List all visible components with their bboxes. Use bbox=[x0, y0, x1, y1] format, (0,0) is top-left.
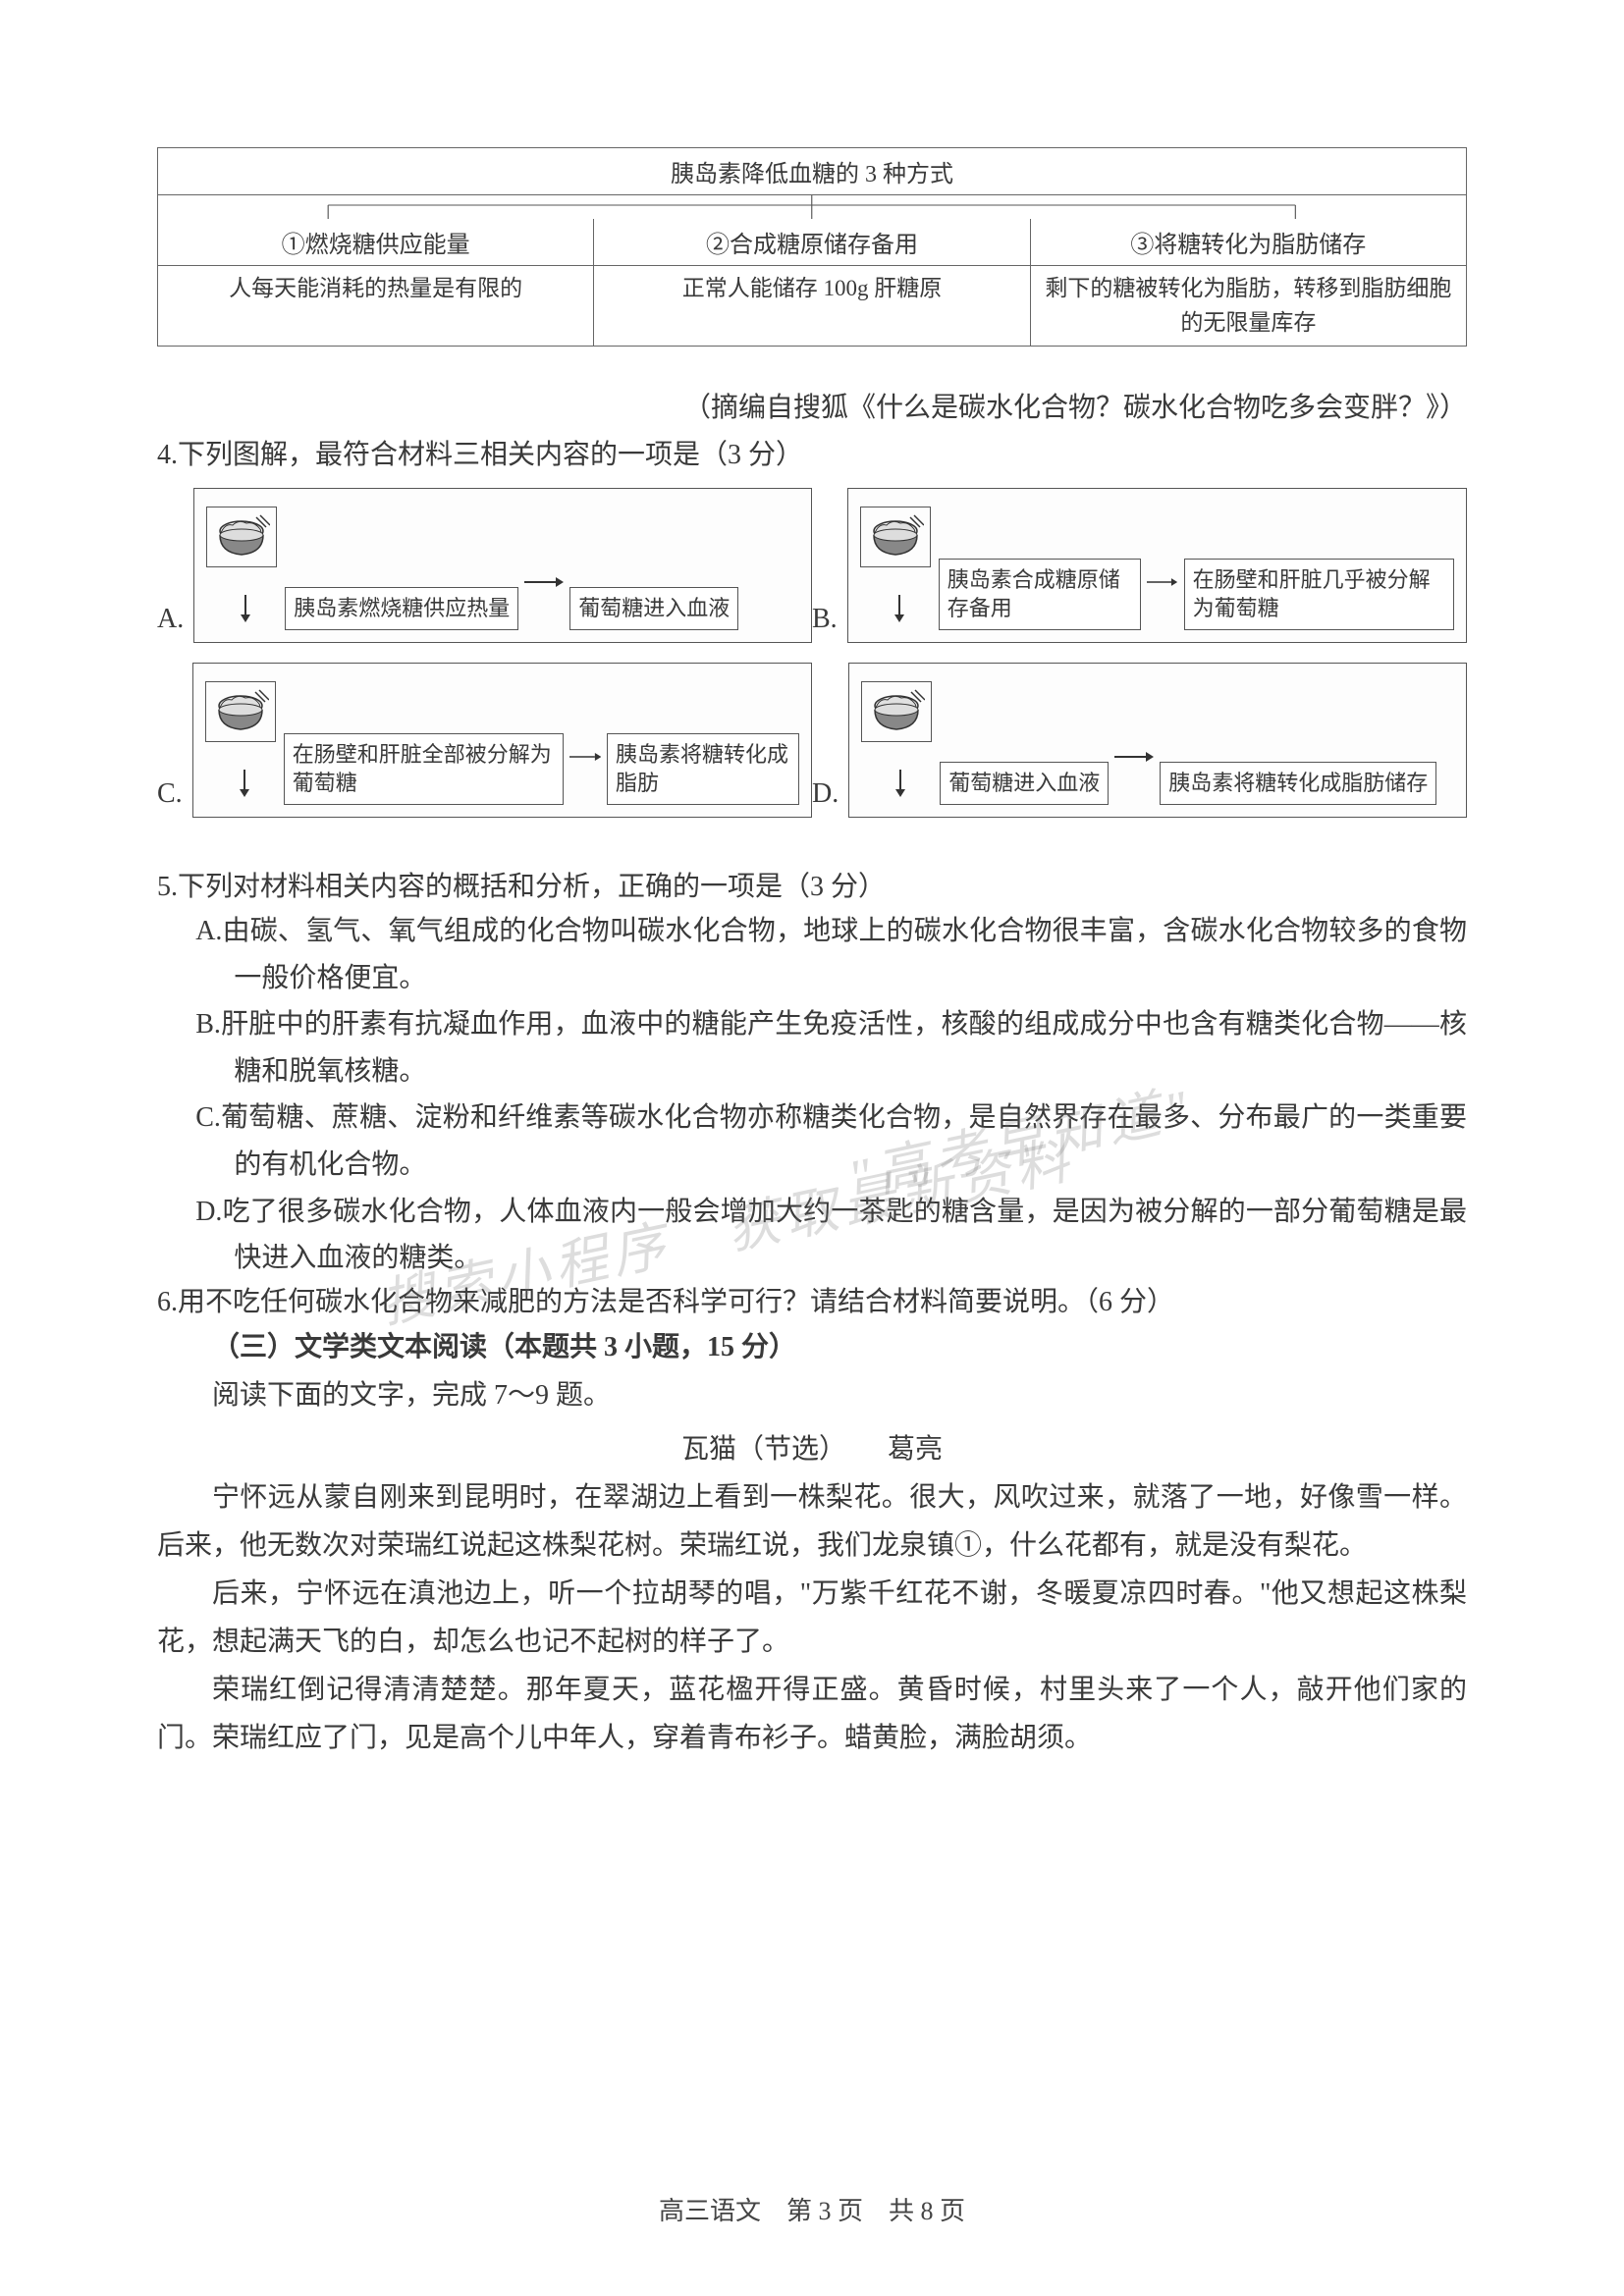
arrow-down-icon bbox=[880, 595, 919, 622]
option-D-step1: 葡萄糖进入血液 bbox=[940, 762, 1109, 805]
question-6-stem: 6.用不吃任何碳水化合物来减肥的方法是否科学可行？请结合材料简要说明。（6 分） bbox=[157, 1282, 1467, 1323]
option-B-step2: 在肠壁和肝脏几乎被分解为葡萄糖 bbox=[1184, 559, 1454, 630]
option-A: A. 胰岛素燃烧糖供应热量 葡萄糖进入血液 bbox=[157, 488, 812, 643]
option-A-step2: 葡萄糖进入血液 bbox=[569, 587, 738, 630]
passage-para-3: 荣瑞红倒记得清清楚楚。那年夏天，蓝花楹开得正盛。黄昏时候，村里头来了一个人，敲开… bbox=[157, 1666, 1467, 1762]
arrow-right-icon bbox=[1114, 748, 1154, 766]
question-5-option-D: D.吃了很多碳水化合物，人体血液内一般会增加大约一茶匙的糖含量，是因为被分解的一… bbox=[157, 1189, 1467, 1282]
option-D-letter: D. bbox=[812, 778, 839, 818]
question-5-stem: 5.下列对材料相关内容的概括和分析，正确的一项是（3 分） bbox=[157, 867, 1467, 908]
rice-bowl-icon bbox=[860, 507, 931, 567]
diagram-header-2: ②合成糖原储存备用 bbox=[594, 219, 1030, 265]
arrow-right-icon bbox=[1147, 573, 1177, 591]
arrow-down-icon bbox=[225, 770, 264, 797]
diagram-header-3: ③将糖转化为脂肪储存 bbox=[1031, 219, 1466, 265]
option-C-step2: 胰岛素将糖转化成脂肪 bbox=[607, 733, 799, 805]
option-B: B. 胰岛素合成糖原储存备用 在肠壁和肝脏几乎被分解为葡萄糖 bbox=[812, 488, 1467, 643]
arrow-right-icon bbox=[524, 573, 564, 591]
diagram-header-row: ①燃烧糖供应能量 ②合成糖原储存备用 ③将糖转化为脂肪储存 bbox=[158, 219, 1466, 266]
option-D: D. 葡萄糖进入血液 胰岛素将糖转化成脂肪储存 bbox=[812, 663, 1467, 818]
arrow-down-icon bbox=[881, 770, 920, 797]
arrow-right-icon bbox=[569, 748, 601, 766]
source-citation: （摘编自搜狐《什么是碳水化合物？碳水化合物吃多会变胖？》） bbox=[157, 386, 1467, 425]
page-footer: 高三语文 第 3 页 共 8 页 bbox=[0, 2191, 1624, 2227]
question-6-block: 6.用不吃任何碳水化合物来减肥的方法是否科学可行？请结合材料简要说明。（6 分） bbox=[157, 1282, 1467, 1323]
passage-title: 瓦猫（节选） 葛亮 bbox=[157, 1425, 1467, 1473]
diagram-body-1: 人每天能消耗的热量是有限的 bbox=[158, 266, 594, 346]
reading-section: （三）文学类文本阅读（本题共 3 小题，15 分） 阅读下面的文字，完成 7～9… bbox=[157, 1323, 1467, 1762]
option-A-flowchart: 胰岛素燃烧糖供应热量 葡萄糖进入血液 bbox=[193, 488, 812, 643]
option-D-step2: 胰岛素将糖转化成脂肪储存 bbox=[1160, 762, 1436, 805]
passage-para-1: 宁怀远从蒙自刚来到昆明时，在翠湖边上看到一株梨花。很大，风吹过来，就落了一地，好… bbox=[157, 1473, 1467, 1570]
diagram-body-2: 正常人能储存 100g 肝糖原 bbox=[594, 266, 1030, 346]
option-C-letter: C. bbox=[157, 778, 183, 818]
option-C: C. 在肠壁和肝脏全部被分解为葡萄糖 胰岛素将糖转化成脂肪 bbox=[157, 663, 812, 818]
passage-para-2: 后来，宁怀远在滇池边上，听一个拉胡琴的唱，"万紫千红花不谢，冬暖夏凉四时春。"他… bbox=[157, 1570, 1467, 1666]
option-C-flowchart: 在肠壁和肝脏全部被分解为葡萄糖 胰岛素将糖转化成脂肪 bbox=[192, 663, 812, 818]
reading-instruction: 阅读下面的文字，完成 7～9 题。 bbox=[157, 1371, 1467, 1419]
option-C-step1: 在肠壁和肝脏全部被分解为葡萄糖 bbox=[284, 733, 564, 805]
question-5-option-B: B.肝脏中的肝素有抗凝血作用，血液中的糖能产生免疫活性，核酸的组成成分中也含有糖… bbox=[157, 1001, 1467, 1095]
option-B-step1: 胰岛素合成糖原储存备用 bbox=[939, 559, 1142, 630]
rice-bowl-icon bbox=[206, 507, 277, 567]
arrow-down-icon bbox=[226, 595, 265, 622]
insulin-diagram-table: 胰岛素降低血糖的 3 种方式 ①燃烧糖供应能量 ②合成糖原储存备用 ③将糖转化为… bbox=[157, 147, 1467, 347]
diagram-body-3: 剩下的糖被转化为脂肪，转移到脂肪细胞的无限量库存 bbox=[1031, 266, 1466, 346]
option-B-flowchart: 胰岛素合成糖原储存备用 在肠壁和肝脏几乎被分解为葡萄糖 bbox=[847, 488, 1467, 643]
section-heading: （三）文学类文本阅读（本题共 3 小题，15 分） bbox=[157, 1323, 1467, 1371]
option-D-flowchart: 葡萄糖进入血液 胰岛素将糖转化成脂肪储存 bbox=[848, 663, 1467, 818]
diagram-title: 胰岛素降低血糖的 3 种方式 bbox=[158, 148, 1466, 195]
question-5-option-C: C.葡萄糖、蔗糖、淀粉和纤维素等碳水化合物亦称糖类化合物，是自然界存在最多、分布… bbox=[157, 1095, 1467, 1188]
diagram-header-1: ①燃烧糖供应能量 bbox=[158, 219, 594, 265]
question-5-option-A: A.由碳、氢气、氧气组成的化合物叫碳水化合物，地球上的碳水化合物很丰富，含碳水化… bbox=[157, 908, 1467, 1001]
option-B-letter: B. bbox=[812, 604, 838, 643]
diagram-connector bbox=[249, 195, 1375, 219]
rice-bowl-icon bbox=[861, 681, 932, 742]
question-5-block: 5.下列对材料相关内容的概括和分析，正确的一项是（3 分） A.由碳、氢气、氧气… bbox=[157, 867, 1467, 1282]
question-4-options: A. 胰岛素燃烧糖供应热量 葡萄糖进入血液 B. bbox=[157, 488, 1467, 837]
question-4-stem: 4.下列图解，最符合材料三相关内容的一项是（3 分） bbox=[157, 435, 1467, 476]
option-A-letter: A. bbox=[157, 604, 184, 643]
diagram-body-row: 人每天能消耗的热量是有限的 正常人能储存 100g 肝糖原 剩下的糖被转化为脂肪… bbox=[158, 266, 1466, 346]
option-A-step1: 胰岛素燃烧糖供应热量 bbox=[285, 587, 518, 630]
rice-bowl-icon bbox=[205, 681, 276, 742]
